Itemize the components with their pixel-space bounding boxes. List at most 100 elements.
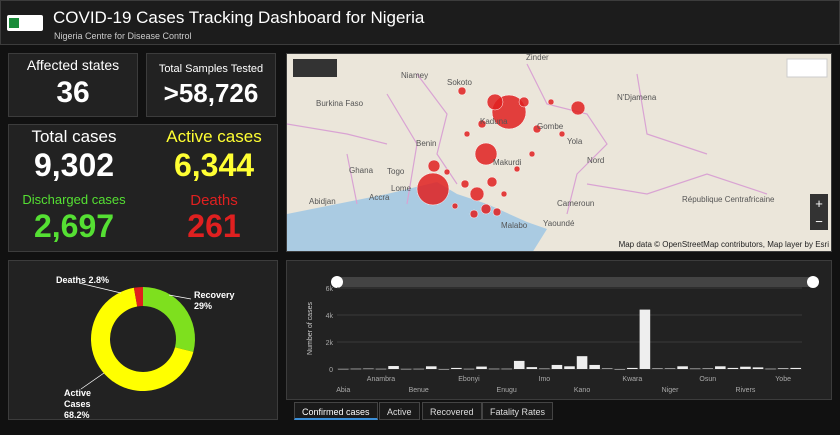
donut-slice xyxy=(91,287,194,391)
bar xyxy=(765,368,776,370)
donut-slice xyxy=(133,287,143,307)
map-label: Nord xyxy=(587,156,604,165)
map-label: Yola xyxy=(567,137,583,146)
map-label: Cameroun xyxy=(557,199,594,208)
value: 261 xyxy=(187,208,241,244)
tab[interactable]: Fatality Rates xyxy=(482,402,554,420)
layer-button[interactable] xyxy=(293,59,337,77)
bar xyxy=(564,366,575,369)
tab[interactable]: Confirmed cases xyxy=(294,402,378,420)
text: 68.2% xyxy=(64,410,90,420)
bar xyxy=(576,356,588,369)
tab[interactable]: Active xyxy=(379,402,420,420)
text: Deaths xyxy=(56,275,87,285)
header: COVID-19 Cases Tracking Dashboard for Ni… xyxy=(0,0,840,45)
tab[interactable]: Recovered xyxy=(422,402,482,420)
leader xyxy=(168,294,192,300)
label: Discharged cases xyxy=(22,192,126,207)
map-label: Accra xyxy=(369,193,390,202)
label: Total cases xyxy=(31,127,117,146)
attribution: Map data © OpenStreetMap contributors, M… xyxy=(619,240,830,249)
bar xyxy=(702,368,714,369)
y-tick-label: 4k xyxy=(326,313,334,320)
bar xyxy=(777,368,789,369)
x-tick-label: Imo xyxy=(539,376,551,383)
x-tick-label: Anambra xyxy=(367,376,396,383)
bar xyxy=(551,364,563,369)
bar xyxy=(501,368,512,370)
bar xyxy=(438,369,450,370)
donut-panel: Deaths 2.8% Recovery 29% Active Cases 68.2… xyxy=(8,260,278,420)
bar xyxy=(338,368,349,370)
value: >58,726 xyxy=(163,78,259,108)
bar xyxy=(677,366,688,369)
range-handle[interactable] xyxy=(807,276,819,288)
x-tick-label: Benue xyxy=(409,387,429,394)
leader xyxy=(80,372,105,390)
map-panel: Niamey Sokoto Zinder N'Djamena Burkina F… xyxy=(286,53,832,252)
x-tick-label: Yobe xyxy=(775,376,791,383)
x-tick-label: Osun xyxy=(699,376,716,383)
bar xyxy=(639,309,651,369)
donut-slice xyxy=(143,287,195,352)
text: 29% xyxy=(194,301,213,311)
text: 2.8% xyxy=(88,275,110,285)
map-label: Togo xyxy=(387,167,405,176)
bar xyxy=(463,368,475,370)
map-label: Yaoundé xyxy=(543,219,575,228)
label: Deaths xyxy=(190,192,238,209)
bar xyxy=(425,366,437,369)
map[interactable]: Niamey Sokoto Zinder N'Djamena Burkina F… xyxy=(287,54,832,252)
value: 2,697 xyxy=(33,208,115,244)
zoom-out[interactable]: − xyxy=(815,214,823,229)
map-label: N'Djamena xyxy=(617,93,657,102)
bar xyxy=(601,368,613,369)
bar xyxy=(388,366,399,369)
x-tick-label: Kwara xyxy=(622,376,642,383)
bar xyxy=(488,368,500,370)
bar xyxy=(627,367,638,369)
map-label: Burkina Faso xyxy=(316,99,364,108)
bar xyxy=(513,360,525,369)
map-label: Malabo xyxy=(501,221,528,230)
bar xyxy=(664,368,676,369)
bar xyxy=(350,368,362,370)
map-label: Makurdi xyxy=(493,158,522,167)
bar xyxy=(790,367,801,369)
label: Affected states xyxy=(26,57,120,73)
bar xyxy=(652,368,663,369)
bar xyxy=(539,368,550,370)
y-tick-label: 0 xyxy=(329,367,333,374)
bar xyxy=(451,367,462,369)
y-tick-label: 2k xyxy=(326,340,334,347)
zoom-controls[interactable] xyxy=(810,194,828,230)
bar xyxy=(589,364,600,369)
map-label: Abidjan xyxy=(309,197,336,206)
map-label: Ghana xyxy=(349,166,374,175)
affected-panel: Affected states 36 xyxy=(8,53,138,117)
value: 6,344 xyxy=(173,147,255,183)
map-label: Lome xyxy=(391,184,412,193)
text: Recovery xyxy=(194,290,235,300)
x-tick-label: Kano xyxy=(574,387,590,394)
donut-label: Deaths 2.8% xyxy=(56,275,109,285)
map-tools[interactable] xyxy=(786,58,828,78)
leader xyxy=(78,282,122,294)
bar xyxy=(715,366,726,369)
map-label: Sokoto xyxy=(447,78,472,87)
x-tick-label: Enugu xyxy=(497,387,517,394)
subtitle: Nigeria Centre for Disease Control xyxy=(54,31,192,41)
x-tick-label: Rivers xyxy=(736,387,756,394)
y-axis-label: Number of cases xyxy=(307,302,314,355)
x-tick-label: Niger xyxy=(662,387,679,394)
donut-label: Active Cases 68.2% xyxy=(64,388,100,420)
range-handle[interactable] xyxy=(331,276,343,288)
bar xyxy=(727,367,739,369)
bar xyxy=(476,366,487,369)
zoom-in[interactable]: + xyxy=(815,196,823,211)
donut-label: Recovery 29% xyxy=(194,290,235,312)
bar xyxy=(363,368,374,370)
map-label: Gombe xyxy=(537,122,564,131)
bar xyxy=(400,368,412,370)
